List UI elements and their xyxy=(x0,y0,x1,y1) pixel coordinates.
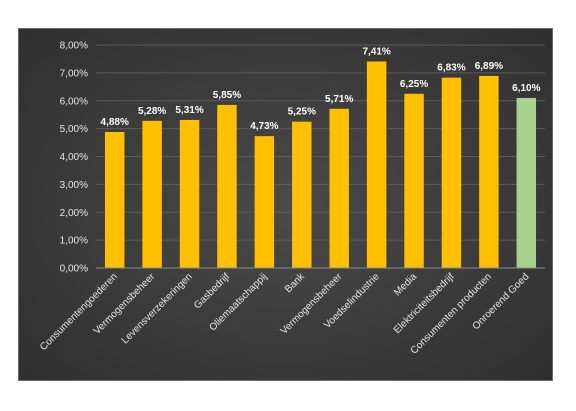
category-label: Bank xyxy=(283,271,308,296)
bar xyxy=(254,136,275,268)
bar-chart: 0,00% 1,00% 2,00% 3,00% 4,00% 5,00% 6,00% 7,00%… xyxy=(38,41,545,357)
data-label: 5,85% xyxy=(213,90,241,101)
data-labels: 4,88% 5,28% 5,31% 5,85% 4,73% 5,25% 5,71% 7,41%… xyxy=(101,46,541,132)
data-label: 6,89% xyxy=(475,61,503,72)
data-label: 5,28% xyxy=(138,106,166,117)
x-axis-category-labels: ConsumentengoederenVermogensbeheerLevens… xyxy=(38,271,531,357)
data-label: 5,71% xyxy=(325,94,353,105)
gridlines xyxy=(96,44,545,241)
data-label: 6,83% xyxy=(437,63,465,74)
bar xyxy=(516,97,537,269)
data-label: 5,25% xyxy=(288,107,316,118)
data-label: 6,25% xyxy=(400,79,428,90)
category-label: Levensverzekeringen xyxy=(120,271,195,346)
category-label: Gasbedrijf xyxy=(192,271,232,311)
bar xyxy=(142,120,162,268)
data-label: 5,31% xyxy=(175,105,203,116)
bar xyxy=(329,108,349,269)
bar xyxy=(479,75,499,268)
data-label: 6,10% xyxy=(512,83,540,94)
y-tick-label: 1,00% xyxy=(60,236,88,247)
bar xyxy=(179,119,200,268)
data-label: 7,41% xyxy=(362,46,390,57)
chart-panel: 0,00% 1,00% 2,00% 3,00% 4,00% 5,00% 6,00% 7,00%… xyxy=(18,28,553,381)
y-tick-label: 8,00% xyxy=(60,41,88,52)
y-tick-label: 5,00% xyxy=(60,124,88,135)
y-tick-label: 2,00% xyxy=(60,208,88,219)
y-tick-label: 4,00% xyxy=(60,152,88,163)
data-label: 4,88% xyxy=(101,117,129,128)
y-axis-tick-labels: 0,00% 1,00% 2,00% 3,00% 4,00% 5,00% 6,00% 7,00%… xyxy=(60,41,88,275)
bar xyxy=(104,131,125,268)
category-label: Media xyxy=(392,271,419,298)
bar xyxy=(366,61,387,268)
data-label: 4,73% xyxy=(250,121,278,132)
bar xyxy=(441,77,462,268)
y-tick-label: 3,00% xyxy=(60,180,88,191)
bars xyxy=(104,61,537,269)
bar xyxy=(404,93,424,268)
y-tick-label: 7,00% xyxy=(60,68,88,79)
bar xyxy=(217,104,237,269)
bar xyxy=(292,121,312,268)
y-tick-label: 6,00% xyxy=(60,96,88,107)
y-tick-label: 0,00% xyxy=(60,264,88,275)
